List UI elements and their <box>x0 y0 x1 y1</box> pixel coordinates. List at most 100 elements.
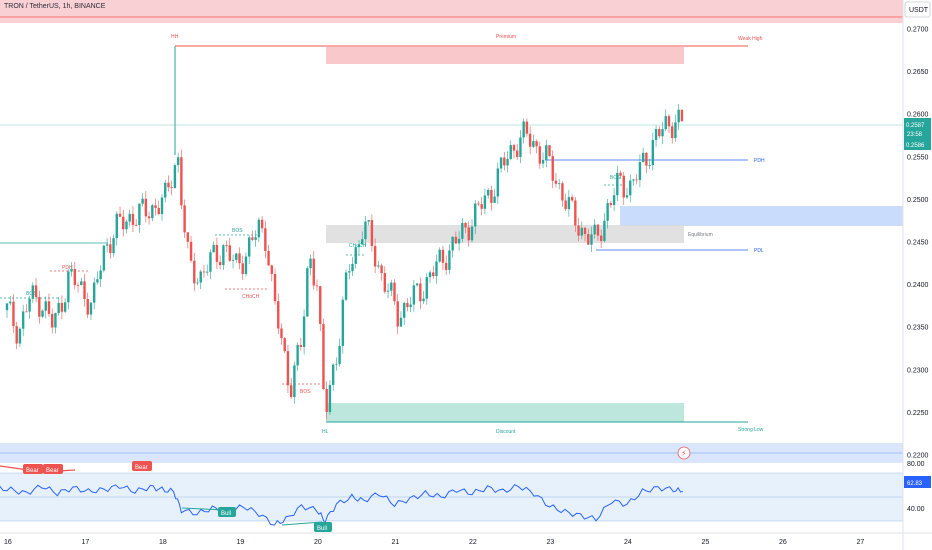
candle-body <box>105 244 109 246</box>
candle-body <box>102 245 106 271</box>
candle-body <box>122 216 125 230</box>
time-tick: 16 <box>4 539 12 546</box>
candle-body <box>247 237 251 257</box>
candle-body <box>260 219 264 229</box>
candle-body <box>12 301 15 327</box>
candle-body <box>535 141 538 147</box>
price-axis[interactable]: 0.2700 0.2650 0.2600 0.2550 0.2500 0.2450 0.24… <box>907 27 929 460</box>
candle-body <box>228 245 232 261</box>
time-tick: 21 <box>392 539 400 546</box>
alert-icon[interactable] <box>677 446 691 460</box>
candle-body <box>454 236 458 244</box>
candle-body <box>402 302 406 318</box>
candle-body <box>80 281 83 286</box>
candle-body <box>193 260 196 284</box>
bear-tag-1: Bear <box>23 464 43 474</box>
osc-tick-40: 40.00 <box>907 506 925 513</box>
candle-body <box>474 203 477 227</box>
candle-body <box>57 302 60 314</box>
candle-body <box>354 247 357 264</box>
candle-body <box>215 244 219 262</box>
candle-body <box>147 216 151 219</box>
candle-body <box>319 286 322 325</box>
candle-body <box>277 301 280 329</box>
candle-body <box>464 222 467 228</box>
candle-body <box>667 116 671 127</box>
candle-body <box>167 182 170 188</box>
bull-divergence-line <box>181 507 226 511</box>
bull-tag-1: Bull <box>218 507 236 517</box>
candle-body <box>273 273 277 302</box>
candle-body <box>574 200 577 226</box>
candle-body <box>112 238 115 254</box>
candle-body <box>5 303 9 311</box>
order-block-blue <box>620 206 903 226</box>
alert-glyph: ⚡ <box>681 449 687 458</box>
candle-body <box>629 180 632 196</box>
candle-body <box>231 259 235 261</box>
candle-body <box>677 109 680 123</box>
candle-body <box>160 197 164 215</box>
candle-body <box>361 239 364 245</box>
candle-body <box>196 282 199 284</box>
candle-body <box>344 272 348 300</box>
candle-body <box>15 326 18 344</box>
candle-body <box>306 268 309 317</box>
candle-body <box>606 203 609 221</box>
choch-label-1: CHoCH <box>242 294 260 300</box>
candle-body <box>525 121 529 134</box>
time-tick: 17 <box>82 539 90 546</box>
candle-body <box>522 121 525 138</box>
candle-body <box>386 290 390 292</box>
candle-body <box>341 299 345 346</box>
candle-body <box>587 233 590 245</box>
candle-body <box>99 270 102 280</box>
candle-body <box>570 197 574 201</box>
candle-body <box>380 265 383 274</box>
candle-body <box>419 283 422 302</box>
candle-body <box>532 141 535 147</box>
candle-body <box>25 311 28 313</box>
candle-body <box>651 140 655 166</box>
candle-body <box>63 302 67 312</box>
candle-body <box>183 205 186 233</box>
candle-body <box>512 145 516 151</box>
candle-body <box>134 225 138 226</box>
candle-body <box>373 246 377 267</box>
candle-body <box>238 253 241 264</box>
candle-body <box>131 213 135 226</box>
candle-body <box>115 213 118 239</box>
bos-label-4: BOS <box>610 175 621 181</box>
candle-body <box>590 234 593 245</box>
time-axis[interactable]: 16 17 18 19 20 21 22 23 24 25 26 27 <box>4 539 864 546</box>
candle-body <box>60 302 64 312</box>
time-tick: 19 <box>237 539 245 546</box>
candle-body <box>632 179 635 181</box>
candle-body <box>390 282 393 291</box>
candle-body <box>309 258 312 269</box>
candle-body <box>516 150 519 157</box>
candle-body <box>422 298 425 302</box>
candle-body <box>335 363 338 365</box>
candle-body <box>138 203 141 226</box>
premium-zone <box>326 47 684 64</box>
candle-body <box>173 165 177 189</box>
candle-body <box>448 250 451 270</box>
candle-body <box>551 156 554 181</box>
candle-body <box>206 271 209 273</box>
currency-box[interactable]: USDT <box>904 1 931 18</box>
candle-body <box>170 187 173 189</box>
candle-body <box>583 227 587 234</box>
candle-body <box>299 344 303 348</box>
candle-body <box>616 172 619 196</box>
candle-body <box>393 282 396 302</box>
candle-body <box>561 183 564 201</box>
candle-body <box>199 271 202 283</box>
candle-body <box>302 316 306 348</box>
candle-body <box>415 283 419 286</box>
bear-tag-3: Bear <box>132 461 152 471</box>
candle-body <box>519 137 522 157</box>
bear-tag-2: Bear <box>43 464 63 474</box>
symbol-title: TRON / TetherUS, 1h, BINANCE <box>4 3 106 10</box>
